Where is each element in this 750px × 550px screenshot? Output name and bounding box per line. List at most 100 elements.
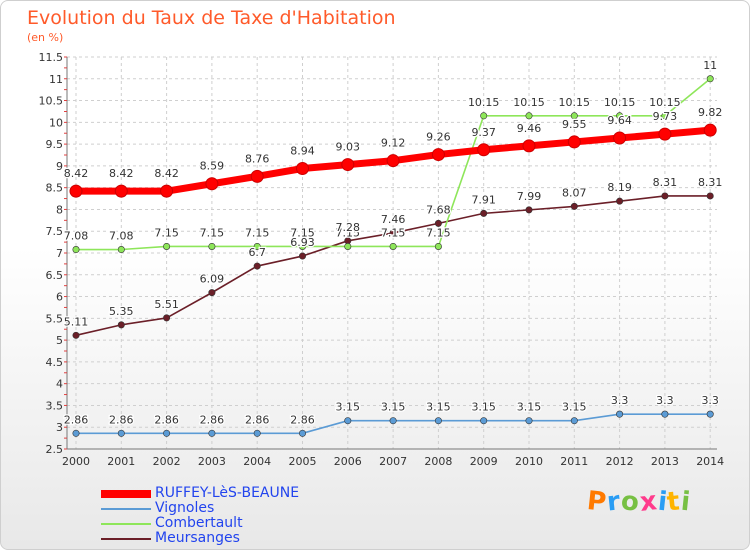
data-label: 7.08 <box>64 230 89 243</box>
data-point <box>525 206 533 214</box>
data-point <box>570 417 578 425</box>
data-label: 8.42 <box>64 167 89 180</box>
data-point <box>163 429 171 437</box>
x-tick-label: 2013 <box>651 455 679 468</box>
data-point <box>661 112 669 120</box>
y-tick-label: 2.5 <box>46 443 64 456</box>
data-label: 7.91 <box>471 193 496 206</box>
data-point <box>72 246 80 254</box>
data-label: 7.15 <box>381 226 406 239</box>
data-point <box>658 127 672 141</box>
data-point <box>117 246 125 254</box>
x-tick-label: 2001 <box>107 455 135 468</box>
data-label: 7.28 <box>336 221 361 234</box>
data-point <box>703 123 717 137</box>
data-point <box>298 242 306 250</box>
legend-swatch <box>101 538 151 540</box>
x-tick-label: 2005 <box>289 455 317 468</box>
legend: RUFFEY-LèS-BEAUNE Vignoles Combertault Meur… <box>101 485 361 547</box>
data-label: 10.15 <box>513 96 545 109</box>
data-label: 10.15 <box>649 96 681 109</box>
data-point <box>525 417 533 425</box>
data-point <box>163 242 171 250</box>
data-label: 9.37 <box>471 126 496 139</box>
data-label: 7.99 <box>517 190 542 203</box>
data-point <box>253 262 261 270</box>
data-point <box>117 321 125 329</box>
data-label: 6.09 <box>200 273 225 286</box>
data-label: 3.15 <box>381 401 406 414</box>
y-tick-label: 3.5 <box>46 399 64 412</box>
data-point <box>208 289 216 297</box>
data-point <box>661 410 669 418</box>
data-point <box>253 242 261 250</box>
data-label: 9.26 <box>426 131 451 144</box>
legend-item: Vignoles <box>101 500 361 517</box>
data-point <box>616 197 624 205</box>
data-label: 7.68 <box>426 203 451 216</box>
y-tick-label: 6.5 <box>46 269 64 282</box>
data-label: 3.15 <box>471 401 496 414</box>
x-tick-label: 2003 <box>198 455 226 468</box>
data-point <box>525 112 533 120</box>
data-point <box>344 242 352 250</box>
legend-label: Combertault <box>155 515 243 531</box>
y-tick-label: 8 <box>56 203 63 216</box>
data-point <box>72 331 80 339</box>
data-point <box>296 162 309 176</box>
data-label: 7.15 <box>426 226 451 239</box>
data-label: 9.46 <box>517 122 542 135</box>
data-label: 8.59 <box>200 160 225 173</box>
data-point <box>163 314 171 322</box>
data-label: 8.31 <box>653 176 678 189</box>
data-point <box>477 143 491 157</box>
data-point <box>208 242 216 250</box>
legend-label: Meursanges <box>155 530 240 546</box>
data-point <box>570 112 578 120</box>
data-point <box>389 417 397 425</box>
data-label: 8.42 <box>154 167 179 180</box>
data-point <box>205 177 219 191</box>
data-label: 2.86 <box>154 413 179 426</box>
data-point <box>616 410 624 418</box>
data-point <box>661 192 669 200</box>
y-tick-label: 7.5 <box>46 225 64 238</box>
data-label: 11 <box>703 59 717 72</box>
data-point <box>431 148 445 162</box>
proxiti-logo: Proxiti <box>585 486 693 518</box>
data-label: 3.15 <box>517 401 542 414</box>
data-label: 8.76 <box>245 152 270 165</box>
data-label: 9.82 <box>698 106 723 119</box>
data-point <box>344 417 352 425</box>
data-label: 10.15 <box>604 96 636 109</box>
data-label: 3.3 <box>656 394 674 407</box>
y-tick-label: 5 <box>56 334 63 347</box>
data-label: 2.86 <box>64 413 89 426</box>
data-label: 7.15 <box>290 226 315 239</box>
y-tick-label: 9.5 <box>46 138 64 151</box>
data-label: 9.73 <box>653 110 678 123</box>
data-label: 8.31 <box>698 176 723 189</box>
data-point <box>389 229 397 237</box>
data-point <box>160 184 174 198</box>
data-label: 6.93 <box>290 236 315 249</box>
data-point <box>386 154 400 168</box>
y-tick-label: 11.5 <box>39 51 64 64</box>
data-label: 3.15 <box>426 401 451 414</box>
data-point <box>480 417 488 425</box>
legend-label: Vignoles <box>155 500 215 516</box>
x-tick-label: 2012 <box>606 455 634 468</box>
chart-title: Evolution du Taux de Taxe d'Habitation <box>27 7 396 29</box>
legend-item: Meursanges <box>101 530 361 547</box>
data-label: 9.64 <box>607 114 632 127</box>
legend-item: Combertault <box>101 515 361 532</box>
x-tick-label: 2011 <box>560 455 588 468</box>
data-point <box>434 219 442 227</box>
data-point <box>567 135 581 149</box>
data-label: 10.15 <box>559 96 591 109</box>
data-label: 2.86 <box>245 413 270 426</box>
data-label: 8.07 <box>562 186 587 199</box>
data-label: 10.15 <box>468 96 500 109</box>
data-label: 3.3 <box>611 394 629 407</box>
